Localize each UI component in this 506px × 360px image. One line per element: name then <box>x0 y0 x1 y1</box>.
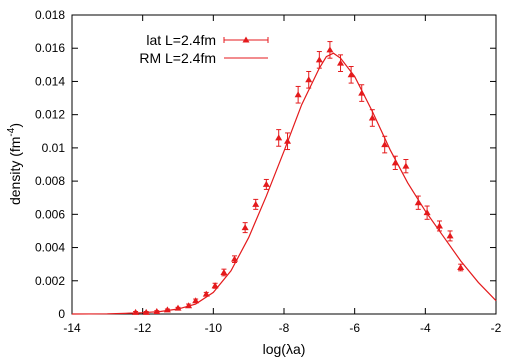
triangle-marker <box>284 137 292 144</box>
triangle-marker <box>347 71 355 78</box>
x-tick-label: -8 <box>279 321 290 335</box>
triangle-marker <box>153 308 161 315</box>
y-tick-label: 0.01 <box>42 141 66 155</box>
triangle-marker <box>414 199 422 206</box>
triangle-marker <box>423 209 431 216</box>
lat-data-point <box>446 230 454 242</box>
lat-data-point <box>391 155 399 170</box>
triangle-marker <box>435 222 443 229</box>
lat-data-point <box>275 129 283 147</box>
y-tick-label: 0.014 <box>35 74 65 88</box>
x-tick-label: -10 <box>205 321 223 335</box>
y-tick-label: 0 <box>58 307 65 321</box>
triangle-marker <box>252 200 260 207</box>
lat-data-point <box>142 308 150 315</box>
y-tick-label: 0.012 <box>35 108 65 122</box>
lat-data-point <box>220 268 228 277</box>
y-tick-label: 0.008 <box>35 174 65 188</box>
lat-data-point <box>347 65 355 84</box>
lat-data-point <box>358 84 366 102</box>
x-tick-label: -2 <box>491 321 502 335</box>
rm-line-series <box>71 52 497 315</box>
triangle-marker <box>185 302 193 309</box>
lat-data-point <box>185 302 193 309</box>
triangle-marker <box>262 180 270 187</box>
lat-points-series <box>132 41 465 315</box>
triangle-marker <box>337 59 345 66</box>
triangle-marker <box>202 290 210 297</box>
y-axis-label-exponent: -4 <box>6 127 17 136</box>
x-tick-label: -4 <box>420 321 431 335</box>
y-tick-label: 0.004 <box>35 241 65 255</box>
legend-label-rm: RM L=2.4fm <box>139 50 216 66</box>
triangle-marker <box>457 263 465 270</box>
legend-triangle-marker <box>242 36 250 43</box>
x-tick-label: -6 <box>349 321 360 335</box>
legend: lat L=2.4fm RM L=2.4fm <box>139 32 269 66</box>
lat-data-point <box>457 263 465 272</box>
triangle-marker <box>174 304 182 311</box>
y-tick-label: 0.002 <box>35 274 65 288</box>
lat-data-point <box>153 308 161 315</box>
lat-data-point <box>262 178 270 190</box>
lat-data-point <box>202 290 210 297</box>
lat-data-point <box>174 304 182 311</box>
triangle-marker <box>381 141 389 148</box>
triangle-marker <box>211 282 219 289</box>
lat-data-point <box>315 51 323 69</box>
lat-data-point <box>211 282 219 289</box>
lat-data-point <box>402 159 410 174</box>
y-tick-label: 0.006 <box>35 207 65 221</box>
lat-data-point <box>163 306 171 313</box>
triangle-marker <box>315 56 323 63</box>
triangle-marker <box>241 224 249 231</box>
rm-curve <box>71 52 497 315</box>
lat-data-point <box>337 54 345 72</box>
triangle-marker <box>192 297 200 304</box>
lat-data-point <box>284 132 292 151</box>
y-tick-labels: 0 0.002 0.004 0.006 0.008 0.01 0.012 0.014 0.016… <box>35 8 65 321</box>
lat-data-point <box>414 195 422 210</box>
lat-data-point <box>252 198 260 210</box>
triangle-marker <box>391 159 399 166</box>
lat-data-point <box>326 41 334 59</box>
lat-data-point <box>368 109 376 127</box>
y-axis-label-end: ) <box>7 123 23 128</box>
triangle-marker <box>402 162 410 169</box>
y-tick-label: 0.018 <box>35 8 65 22</box>
triangle-marker <box>132 308 140 315</box>
triangle-marker <box>368 114 376 121</box>
triangle-marker <box>305 76 313 83</box>
lat-data-point <box>231 255 239 264</box>
x-tick-label: -14 <box>63 321 81 335</box>
x-tick-label: -12 <box>134 321 152 335</box>
lat-data-point <box>192 297 200 304</box>
lat-data-point <box>423 205 431 220</box>
lat-data-point <box>305 70 313 89</box>
y-axis-label: density (fm-4) <box>6 123 23 205</box>
triangle-marker <box>294 91 302 98</box>
lat-data-point <box>381 135 389 154</box>
triangle-marker <box>275 134 283 141</box>
triangle-marker <box>220 268 228 275</box>
triangle-marker <box>163 306 171 313</box>
triangle-marker <box>358 89 366 96</box>
y-tick-label: 0.016 <box>35 41 65 55</box>
triangle-marker <box>142 308 150 315</box>
lat-data-point <box>132 308 140 315</box>
triangle-marker <box>231 255 239 262</box>
triangle-marker <box>326 46 334 53</box>
plot-frame <box>71 14 497 315</box>
axis-ticks <box>72 15 496 314</box>
legend-label-lat: lat L=2.4fm <box>146 32 216 48</box>
x-tick-labels: -14 -12 -10 -8 -6 -4 -2 <box>63 321 501 335</box>
lat-data-point <box>241 222 249 234</box>
legend-sample-lat <box>223 36 269 43</box>
lat-data-point <box>294 85 302 104</box>
lat-data-point <box>435 220 443 232</box>
triangle-marker <box>446 232 454 239</box>
y-axis-label-main: density (fm <box>7 137 23 205</box>
x-axis-label: log(λa) <box>263 341 306 357</box>
